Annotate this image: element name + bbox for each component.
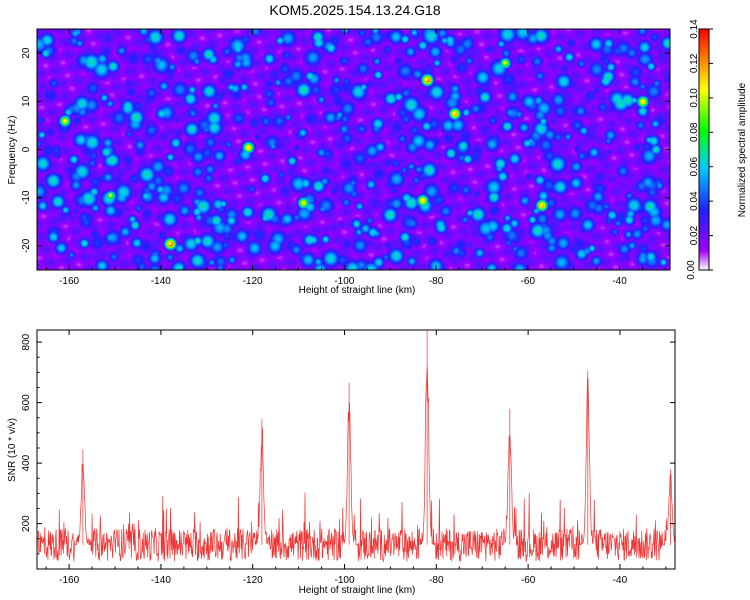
heatmap-hotspot-6 bbox=[301, 200, 305, 205]
heatmap-x-tick-label: -80 bbox=[429, 276, 444, 287]
heatmap-hotspot-10 bbox=[62, 118, 67, 123]
snr-x-tick-label: -100 bbox=[335, 575, 355, 586]
heatmap-y-tick-label: 10 bbox=[21, 95, 32, 107]
snr-series-line bbox=[37, 330, 675, 563]
snr-y-tick-label: 400 bbox=[21, 454, 32, 471]
colorbar-tick-label: 0.12 bbox=[689, 53, 700, 73]
snr-frame bbox=[36, 329, 676, 570]
colorbar-tick-label: 0.02 bbox=[689, 225, 700, 245]
colorbar-tick-label: 0.00 bbox=[686, 260, 697, 280]
heatmap-x-axis-label: Height of straight line (km) bbox=[299, 285, 416, 296]
snr-panel: -160 -140 -120 -100 -80 -60 -40 200 400 600 800 H… bbox=[7, 329, 676, 596]
snr-y-axis-label: SNR (10 * v/v) bbox=[7, 418, 18, 482]
heatmap-hotspot-7 bbox=[503, 61, 507, 65]
colorbar-gradient bbox=[698, 28, 710, 271]
heatmap-hotspot-4 bbox=[539, 203, 544, 207]
heatmap-y-tick-label: 20 bbox=[21, 47, 32, 59]
colorbar: 0.00 0.02 0.04 0.06 0.08 0.10 0.12 0.14 Normali… bbox=[686, 19, 748, 280]
heatmap-hotspot-2 bbox=[452, 111, 457, 115]
colorbar-tick-label: 0.04 bbox=[689, 191, 700, 211]
snr-x-tick-label: -120 bbox=[243, 575, 263, 586]
heatmap-y-tick-label: -10 bbox=[21, 190, 32, 205]
heatmap-x-tick-label: -100 bbox=[334, 276, 354, 287]
heatmap-hotspot-8 bbox=[420, 198, 424, 202]
heatmap-y-tick-label: -20 bbox=[21, 238, 32, 253]
snr-y-tick-label: 200 bbox=[21, 515, 32, 532]
snr-x-tick-label: -80 bbox=[429, 575, 444, 586]
colorbar-ticks: 0.00 0.02 0.04 0.06 0.08 0.10 0.12 0.14 bbox=[686, 19, 713, 280]
heatmap-x-tick-label: -60 bbox=[521, 276, 536, 287]
colorbar-label: Normalized spectral amplitude bbox=[737, 82, 748, 217]
snr-x-ticks: -160 -140 -120 -100 -80 -60 -40 bbox=[45, 330, 667, 586]
heatmap-hotspot-9 bbox=[640, 99, 645, 103]
heatmap-x-tick-label: -140 bbox=[151, 276, 171, 287]
snr-x-tick-label: -140 bbox=[151, 575, 171, 586]
snr-x-tick-label: -40 bbox=[613, 575, 628, 586]
colorbar-tick-label: 0.06 bbox=[689, 157, 700, 177]
heatmap-hotspot-0 bbox=[168, 241, 172, 246]
heatmap-hotspot-1 bbox=[425, 78, 429, 82]
heatmap-x-ticks: -160 -140 -120 -100 -80 -60 -40 bbox=[45, 29, 666, 287]
snr-x-tick-label: -160 bbox=[59, 575, 79, 586]
heatmap-y-ticks: -20 -10 0 10 20 bbox=[21, 47, 670, 253]
heatmap-y-axis-label: Frequency (Hz) bbox=[7, 116, 18, 185]
colorbar-tick-label: 0.14 bbox=[689, 19, 700, 39]
snr-x-axis-label: Height of straight line (km) bbox=[299, 585, 416, 596]
heatmap-x-tick-label: -120 bbox=[243, 276, 263, 287]
snr-x-tick-label: -60 bbox=[521, 575, 536, 586]
heatmap-hotspots bbox=[62, 61, 645, 246]
heatmap-x-tick-label: -40 bbox=[612, 276, 627, 287]
chart-title: KOM5.2025.154.13.24.G18 bbox=[269, 2, 440, 18]
heatmap-y-tick-label: 0 bbox=[21, 146, 32, 152]
snr-y-tick-label: 600 bbox=[21, 394, 32, 411]
colorbar-tick-label: 0.08 bbox=[689, 122, 700, 142]
snr-y-ticks: 200 400 600 800 bbox=[21, 333, 675, 555]
heatmap-hotspot-5 bbox=[246, 145, 250, 149]
heatmap-hotspot-3 bbox=[108, 193, 112, 197]
heatmap-image bbox=[37, 29, 670, 270]
snr-y-tick-label: 800 bbox=[21, 333, 32, 350]
heatmap-x-tick-label: -160 bbox=[59, 276, 79, 287]
colorbar-tick-label: 0.10 bbox=[689, 88, 700, 108]
